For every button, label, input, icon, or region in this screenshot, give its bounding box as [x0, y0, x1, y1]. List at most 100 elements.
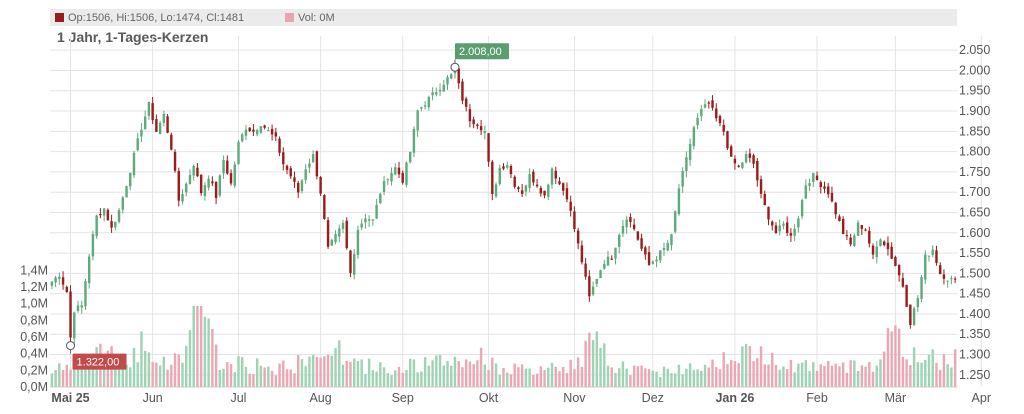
- candle-body: [890, 246, 893, 259]
- volume-bar: [647, 369, 651, 387]
- volume-bar: [102, 354, 106, 387]
- volume-bar: [562, 366, 565, 387]
- candle-body: [797, 218, 800, 228]
- candle-body: [823, 186, 826, 189]
- candle-body: [218, 175, 222, 196]
- candle-body: [782, 223, 785, 226]
- volume-bar: [935, 362, 938, 387]
- x-tick-label: Apr: [972, 391, 991, 405]
- volume-bar: [252, 374, 255, 387]
- x-tick-label: Jan 26: [715, 391, 754, 405]
- candle-body: [517, 187, 520, 190]
- volume-bar: [700, 370, 703, 387]
- volume-bar: [834, 363, 837, 387]
- price-tick-label: 1.650: [959, 205, 990, 219]
- volume-bar: [188, 330, 192, 387]
- volume-bar: [401, 372, 404, 387]
- candle-body: [438, 89, 442, 92]
- candle-body: [211, 181, 214, 184]
- candle-body: [349, 250, 352, 274]
- candle-body: [408, 151, 412, 163]
- volume-bar: [136, 362, 139, 387]
- volume-bar: [785, 369, 789, 387]
- volume-bar: [860, 365, 864, 387]
- candle-body: [897, 264, 901, 276]
- candle-body: [110, 221, 113, 228]
- candle-body: [562, 183, 565, 191]
- candle-body: [341, 223, 345, 229]
- candle-body: [804, 185, 808, 199]
- volume-bar: [685, 368, 688, 387]
- candle-body: [326, 220, 330, 247]
- legend-ohlc-text: Op:1506, Hi:1506, Lo:1474, Cl:1481: [68, 12, 244, 24]
- candle-body: [711, 100, 714, 108]
- volume-tick-label: 0,8M: [20, 313, 48, 327]
- candle-body: [554, 170, 557, 179]
- price-tick-label: 1.250: [959, 368, 990, 382]
- candle-body: [54, 277, 57, 283]
- volume-bar: [897, 328, 901, 387]
- candle-body: [431, 92, 434, 96]
- volume-bar: [703, 364, 707, 387]
- x-axis: Mai 25 Jun Jul Aug Sep Okt Nov Dez Jan 26 Feb Mär A…: [51, 391, 991, 405]
- candle-body: [282, 152, 285, 165]
- candle-body: [226, 160, 229, 174]
- candle-body: [599, 270, 602, 279]
- candle-body: [102, 208, 106, 216]
- candle-body: [304, 169, 307, 181]
- candle-body: [707, 102, 711, 104]
- candle-body: [871, 245, 875, 255]
- candle-body: [688, 144, 692, 160]
- high-marker-circle: [450, 62, 460, 72]
- candle-body: [621, 225, 625, 234]
- candle-body: [203, 185, 207, 196]
- volume-bar: [278, 363, 281, 387]
- candle-body: [573, 211, 576, 230]
- volume-bar: [621, 361, 625, 387]
- volume-bar: [181, 362, 184, 387]
- chart-title: 1 Jahr, 1-Tages-Kerzen: [57, 29, 208, 45]
- volume-bar: [300, 359, 304, 387]
- candle-body: [319, 177, 322, 194]
- price-tick-label: 1.500: [959, 266, 990, 280]
- candle-body: [360, 223, 363, 228]
- candle-body: [405, 162, 408, 185]
- candle-body: [106, 209, 110, 221]
- volume-bar: [573, 369, 576, 387]
- candle-body: [476, 124, 479, 126]
- candle-body: [886, 242, 890, 250]
- candle-body: [808, 183, 811, 187]
- volume-bar: [274, 375, 278, 387]
- candle-body: [722, 124, 725, 132]
- volume-bar: [632, 365, 636, 387]
- candle-body: [532, 171, 535, 183]
- candle-body: [267, 130, 270, 132]
- candle-body: [315, 151, 319, 177]
- volume-tick-label: 0,0M: [20, 380, 48, 394]
- candle-body: [352, 254, 356, 275]
- candle-body: [143, 116, 147, 130]
- volume-bar: [808, 371, 811, 387]
- volume-bar: [599, 347, 602, 387]
- volume-bar: [756, 358, 759, 387]
- volume-bar: [498, 374, 501, 387]
- candle-body: [394, 167, 397, 175]
- volume-bar: [483, 364, 487, 387]
- candle-body: [58, 276, 61, 279]
- volume-bar: [916, 362, 920, 387]
- volume-bar: [121, 357, 124, 387]
- candle-body: [659, 250, 662, 261]
- candle-body: [610, 258, 613, 260]
- volume-bar: [248, 373, 251, 387]
- candle-body: [856, 222, 860, 236]
- candle-body: [629, 217, 632, 222]
- candle-body: [715, 108, 718, 119]
- candle-body: [173, 151, 177, 171]
- volume-bar: [759, 346, 763, 387]
- grid-lines: [50, 36, 982, 387]
- candle-body: [311, 154, 315, 163]
- volume-bar: [114, 362, 117, 387]
- candle-body: [909, 304, 912, 325]
- candle-body: [767, 206, 770, 220]
- volume-bar: [871, 371, 875, 387]
